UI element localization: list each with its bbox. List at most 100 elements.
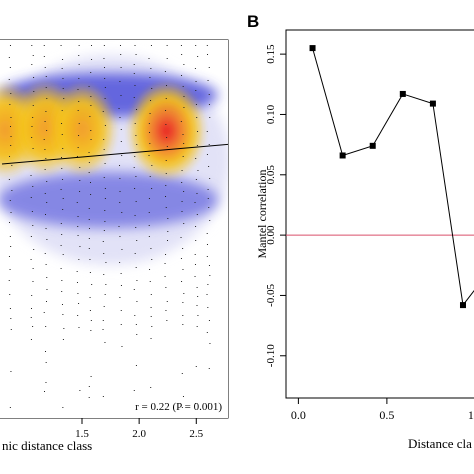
sample-point bbox=[119, 297, 121, 298]
sample-point bbox=[45, 76, 47, 77]
sample-point bbox=[196, 326, 198, 327]
sample-point bbox=[31, 64, 33, 65]
sample-point bbox=[45, 228, 47, 229]
sample-point bbox=[196, 287, 198, 288]
sample-point bbox=[181, 407, 183, 408]
sample-point bbox=[79, 167, 81, 168]
sample-point bbox=[76, 202, 78, 203]
sample-point bbox=[104, 125, 106, 126]
mantel-point bbox=[309, 45, 316, 52]
sample-point bbox=[166, 320, 168, 321]
sample-point bbox=[104, 342, 106, 343]
sample-point bbox=[89, 182, 91, 183]
sample-point bbox=[121, 346, 123, 347]
sample-point bbox=[44, 169, 46, 170]
sample-point bbox=[149, 281, 151, 282]
sample-point bbox=[78, 45, 80, 46]
sample-point bbox=[11, 165, 13, 166]
sample-point bbox=[61, 280, 63, 281]
sample-point bbox=[90, 376, 92, 377]
sample-point bbox=[88, 248, 90, 249]
sample-point bbox=[90, 320, 92, 321]
sample-point bbox=[182, 324, 184, 325]
sample-point bbox=[8, 57, 10, 58]
sample-point bbox=[206, 154, 208, 155]
sample-point bbox=[119, 262, 121, 263]
sample-point bbox=[118, 226, 120, 227]
panel-b-line: B -0.10 -0.05 0.00 0.05 0.10 0.15 0.0 0.5 1.0 M… bbox=[247, 12, 474, 451]
sample-point bbox=[119, 191, 121, 192]
sample-point bbox=[32, 117, 34, 118]
mantel-point bbox=[339, 152, 346, 159]
sample-point bbox=[105, 262, 107, 263]
sample-point bbox=[206, 332, 208, 333]
sample-point bbox=[207, 198, 209, 199]
sample-point bbox=[209, 343, 211, 344]
sample-point bbox=[90, 139, 92, 140]
sample-point bbox=[206, 233, 208, 234]
sample-point bbox=[135, 267, 137, 268]
sample-point bbox=[104, 294, 106, 295]
sample-point bbox=[133, 73, 135, 74]
sample-point bbox=[46, 289, 48, 290]
sample-point bbox=[10, 318, 12, 319]
sample-point bbox=[60, 268, 62, 269]
sample-point bbox=[165, 110, 167, 111]
sample-point bbox=[206, 256, 208, 257]
sample-point bbox=[88, 172, 90, 173]
sample-point bbox=[181, 182, 183, 183]
sample-point bbox=[62, 148, 64, 149]
sample-point bbox=[91, 284, 93, 285]
sample-point bbox=[148, 58, 150, 59]
sample-point bbox=[45, 326, 47, 327]
sample-point bbox=[166, 137, 168, 138]
sample-point bbox=[105, 284, 107, 285]
sample-point bbox=[165, 196, 167, 197]
sample-point bbox=[45, 264, 47, 265]
sample-point bbox=[133, 64, 135, 65]
density-hotspot bbox=[46, 81, 118, 177]
sample-point bbox=[181, 75, 183, 76]
sample-point bbox=[89, 310, 91, 311]
sample-point bbox=[209, 275, 211, 276]
sample-point bbox=[44, 391, 46, 392]
sample-point bbox=[90, 330, 92, 331]
sample-point bbox=[104, 98, 106, 99]
sample-point bbox=[121, 212, 123, 213]
sample-point bbox=[89, 272, 91, 273]
sample-point bbox=[104, 163, 106, 164]
sample-point bbox=[89, 259, 91, 260]
sample-point bbox=[135, 135, 137, 136]
sample-point bbox=[195, 179, 197, 180]
sample-point bbox=[45, 362, 47, 363]
sample-point bbox=[88, 238, 90, 239]
sample-point bbox=[165, 173, 167, 174]
sample-point bbox=[209, 220, 211, 221]
sample-point bbox=[208, 265, 210, 266]
sample-point bbox=[32, 326, 34, 327]
sample-point bbox=[150, 316, 152, 317]
sample-point bbox=[182, 396, 184, 397]
sample-point bbox=[77, 216, 79, 217]
sample-point bbox=[196, 145, 198, 146]
sample-point bbox=[102, 320, 104, 321]
sample-point bbox=[79, 180, 81, 181]
sample-point bbox=[9, 236, 11, 237]
sample-point bbox=[62, 59, 64, 60]
sample-point bbox=[206, 45, 208, 46]
sample-point bbox=[165, 124, 167, 125]
sample-point bbox=[165, 160, 167, 161]
sample-point bbox=[196, 193, 198, 194]
sample-point bbox=[104, 78, 106, 79]
sample-point bbox=[89, 116, 91, 117]
sample-point bbox=[150, 294, 152, 295]
sample-point bbox=[208, 403, 210, 404]
sample-point bbox=[135, 365, 137, 366]
sample-point bbox=[196, 214, 198, 215]
sample-point bbox=[182, 134, 184, 135]
sample-point bbox=[194, 264, 196, 265]
sample-point bbox=[136, 240, 138, 241]
sample-point bbox=[149, 113, 151, 114]
sample-point bbox=[62, 407, 64, 408]
sample-point bbox=[90, 194, 92, 195]
